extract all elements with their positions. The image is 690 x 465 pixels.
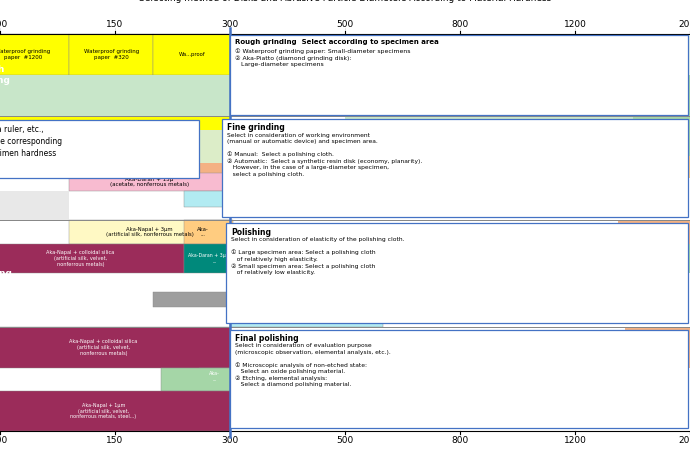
Bar — [597, 244, 690, 273]
Text: 800: 800 — [451, 20, 469, 29]
Text: 2000: 2000 — [678, 436, 690, 445]
Bar — [69, 220, 230, 244]
Bar — [199, 368, 236, 384]
Bar — [0, 220, 690, 326]
Text: Fine grinding: Fine grinding — [227, 123, 285, 132]
Text: Aka-Napal + colloidal silica
(artificial silk, velvet,
nonferrous metals): Aka-Napal + colloidal silica (artificial… — [46, 251, 115, 266]
Bar — [0, 244, 184, 273]
Bar — [625, 358, 676, 392]
Text: 100: 100 — [0, 20, 8, 29]
Text: Select in consideration of elasticity of the polishing cloth.

① Large specimen : Select in consideration of elasticity of… — [230, 237, 404, 275]
Bar — [153, 34, 230, 75]
Text: Select in consideration of evaluation purpose
(microscopic observation, elementa: Select in consideration of evaluation pu… — [235, 343, 391, 387]
Text: Aka-Pa...
(polyester, composite materials): Aka-Pa... (polyester, composite material… — [270, 312, 351, 322]
Bar — [0, 34, 69, 75]
Text: 1200: 1200 — [564, 436, 586, 445]
Bar — [0, 34, 690, 116]
Text: 1200: 1200 — [564, 20, 586, 29]
Text: Rough
Grinding: Rough Grinding — [0, 65, 10, 85]
Text: ① Waterproof grinding paper: Small-diameter specimens
② Aka-Piatto (diamond grin: ① Waterproof grinding paper: Small-diame… — [235, 48, 410, 67]
Bar — [0, 75, 690, 116]
Text: Aka-Daran + 15μ
(acetate, nonferrous metals): Aka-Daran + 15μ (acetate, nonferrous met… — [110, 177, 189, 187]
Bar — [0, 326, 690, 431]
Bar — [0, 116, 690, 220]
Text: 2000: 2000 — [678, 20, 690, 29]
Bar — [222, 119, 688, 217]
Text: 500: 500 — [337, 436, 353, 445]
Bar — [230, 34, 690, 75]
Bar — [0, 392, 230, 431]
Text: 150: 150 — [106, 20, 124, 29]
Text: Aka-Daran + 3μm (a...
...: Aka-Daran + 3μm (a... ... — [188, 253, 241, 264]
Bar — [625, 326, 690, 368]
Bar — [0, 116, 230, 123]
Text: Aka-Plural + 3μ (curleo artifi...: Aka-Plural + 3μ (curleo artifi... — [250, 297, 325, 302]
Text: 500: 500 — [337, 20, 353, 29]
Bar — [625, 392, 683, 426]
Bar — [230, 123, 345, 155]
Bar — [69, 34, 153, 75]
Text: 300: 300 — [221, 20, 239, 29]
Text: Final
Polishing: Final Polishing — [0, 369, 12, 389]
Text: ...cs): ...cs) — [633, 256, 647, 261]
Text: Aka-Napal + 1μm
(artificial silk, velvet,
nonferrous metals, steel...): Aka-Napal + 1μm (artificial silk, velvet… — [70, 403, 137, 419]
Bar — [69, 173, 230, 191]
Text: Aka-Paran  15μ
(polyester, composite materials): Aka-Paran 15μ (polyester, composite mate… — [226, 193, 313, 204]
Text: ...nics): ...nics) — [638, 229, 656, 234]
Bar — [0, 220, 690, 326]
Bar — [153, 292, 414, 307]
Text: Selecting method of Disks and Abrasive Particle Diameters According to Material : Selecting method of Disks and Abrasive P… — [139, 0, 551, 3]
Bar — [0, 34, 690, 116]
Text: Waterproof grinding paper  #320 to #1200: Waterproof grinding paper #320 to #1200 — [71, 124, 190, 129]
Bar — [633, 34, 690, 75]
Bar — [618, 220, 690, 244]
Bar — [184, 220, 233, 244]
Text: Wa...proof: Wa...proof — [178, 52, 205, 57]
Text: ...cs): ...cs) — [647, 345, 661, 350]
Text: Aka-Moran + 6...
(wool, large sp...): Aka-Moran + 6... (wool, large sp...) — [289, 277, 332, 288]
Text: Aka-Napal + colloidal silica
(artificial silk, velvet,
nonferrous metals): Aka-Napal + colloidal silica (artificial… — [70, 339, 137, 356]
Bar — [184, 191, 339, 206]
Text: Select in consideration of working environment
(manual or automatic device) and : Select in consideration of working envir… — [227, 133, 422, 177]
Bar — [0, 326, 230, 368]
Bar — [633, 116, 690, 155]
Bar — [345, 116, 690, 155]
Text: 150: 150 — [106, 436, 124, 445]
Text: Waterproof grinding
paper  #1200: Waterproof grinding paper #1200 — [0, 49, 50, 60]
Text: 100: 100 — [0, 436, 8, 445]
Text: 800: 800 — [451, 436, 469, 445]
Text: Aka-
...: Aka- ... — [197, 226, 209, 237]
Text: Final polishing: Final polishing — [235, 334, 298, 343]
Text: 300: 300 — [221, 436, 239, 445]
Bar — [230, 155, 345, 173]
Bar — [69, 123, 259, 131]
Bar — [647, 75, 690, 116]
Text: Aka-Napal + 3μm
(artificial silk, nonferrous metals): Aka-Napal + 3μm (artificial silk, nonfer… — [106, 226, 193, 237]
Bar — [0, 191, 69, 220]
Text: Polishing: Polishing — [0, 269, 12, 278]
Bar — [0, 131, 230, 163]
Text: Waterproof grinding
paper  #320: Waterproof grinding paper #320 — [83, 49, 139, 60]
Bar — [0, 326, 690, 431]
Bar — [0, 116, 690, 220]
Bar — [226, 223, 688, 324]
Bar — [161, 368, 372, 392]
Text: Fine
Grinding: Fine Grinding — [0, 158, 10, 178]
Bar — [184, 244, 270, 273]
Text: Aka-Chemal + colloidal s...: Aka-Chemal + colloidal s... — [237, 377, 304, 382]
Bar — [230, 307, 384, 326]
Text: Rough grinding  Select according to specimen area: Rough grinding Select according to speci… — [235, 39, 438, 45]
Bar — [0, 120, 199, 179]
Bar — [230, 273, 384, 292]
Bar — [345, 155, 690, 179]
Bar — [0, 163, 230, 173]
Bar — [230, 330, 688, 428]
Text: Set a ruler, etc.,
at the corresponding
specimen hardness: Set a ruler, etc., at the corresponding … — [0, 125, 61, 158]
Text: Aka-
...: Aka- ... — [209, 371, 220, 382]
Bar — [230, 35, 688, 115]
Text: Polishing: Polishing — [230, 227, 270, 237]
Bar — [422, 155, 489, 179]
